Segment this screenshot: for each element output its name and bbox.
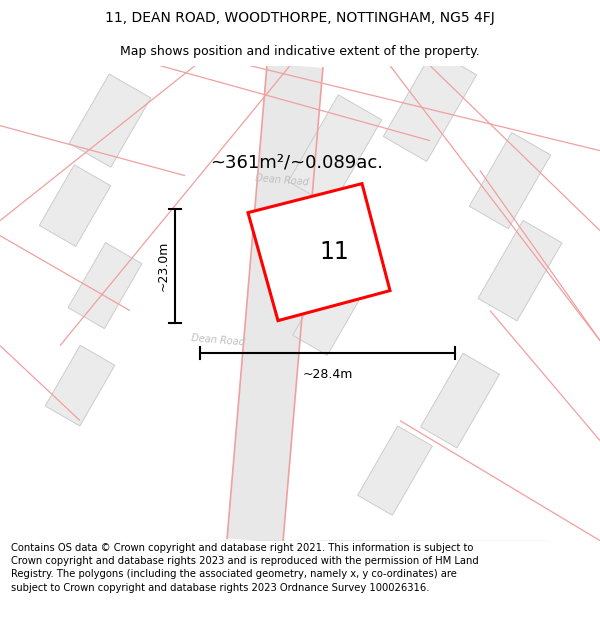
- Polygon shape: [40, 165, 110, 246]
- Polygon shape: [289, 95, 382, 206]
- Text: ~23.0m: ~23.0m: [157, 241, 170, 291]
- Text: 11, DEAN ROAD, WOODTHORPE, NOTTINGHAM, NG5 4FJ: 11, DEAN ROAD, WOODTHORPE, NOTTINGHAM, N…: [105, 11, 495, 26]
- Text: ~361m²/~0.089ac.: ~361m²/~0.089ac.: [210, 154, 383, 172]
- Polygon shape: [478, 221, 562, 321]
- Polygon shape: [248, 184, 390, 321]
- Polygon shape: [469, 132, 551, 229]
- Text: Contains OS data © Crown copyright and database right 2021. This information is : Contains OS data © Crown copyright and d…: [11, 543, 479, 592]
- Polygon shape: [358, 426, 433, 515]
- Polygon shape: [227, 63, 323, 543]
- Polygon shape: [68, 242, 142, 329]
- Polygon shape: [421, 353, 499, 448]
- Polygon shape: [45, 346, 115, 426]
- Text: Dean Road: Dean Road: [191, 333, 245, 348]
- Text: ~28.4m: ~28.4m: [302, 368, 353, 381]
- Polygon shape: [293, 266, 367, 355]
- Polygon shape: [69, 74, 151, 168]
- Text: Dean Road: Dean Road: [255, 173, 309, 188]
- Text: 11: 11: [320, 240, 349, 264]
- Text: Map shows position and indicative extent of the property.: Map shows position and indicative extent…: [120, 45, 480, 58]
- Polygon shape: [383, 50, 476, 161]
